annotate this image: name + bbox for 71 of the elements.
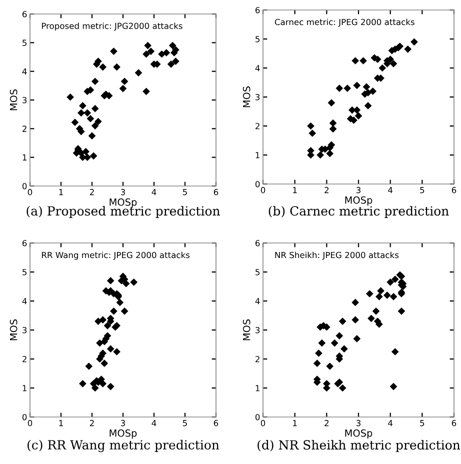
- x-axis-title: MOSp: [345, 429, 372, 439]
- y-tick-label: 2: [22, 356, 26, 362]
- x-tick-label: 5: [182, 189, 187, 196]
- y-tick-label: 5: [256, 269, 260, 276]
- x-tick-label: 2: [324, 420, 328, 426]
- y-tick-label: 5: [22, 269, 26, 276]
- text: NR Sheikh: JPEG 2000 attacks: [275, 252, 399, 260]
- x-tick-label: 1: [293, 420, 297, 426]
- x-tick-label: 2: [90, 420, 94, 426]
- y-tick-label: 2: [22, 126, 26, 132]
- y-tick-label: 4: [255, 65, 260, 72]
- x-axis-title: MOSp: [110, 198, 137, 208]
- y-axis-title: MOS: [242, 319, 250, 340]
- text: RR Wang metric: JPEG 2000 attacks: [42, 252, 190, 260]
- y-tick-label: 5: [22, 40, 26, 46]
- y-axis-title: MOS: [242, 86, 250, 108]
- x-tick-label: 3: [356, 420, 360, 426]
- x-tick-label: 5: [420, 187, 424, 194]
- x-tick-label: 0: [260, 420, 266, 426]
- text: (a) Proposed metric prediction: [26, 206, 220, 218]
- x-tick-label: 4: [388, 187, 393, 194]
- x-tick-label: 4: [152, 420, 156, 426]
- text: (b) Carnec metric prediction: [268, 206, 449, 218]
- x-tick-label: 1: [59, 189, 63, 196]
- y-tick-label: 3: [256, 326, 260, 334]
- y-tick-label: 1: [22, 154, 26, 160]
- x-tick-label: 3: [120, 188, 125, 196]
- x-tick-label: 6: [452, 186, 456, 194]
- x-tick-label: 6: [452, 420, 456, 426]
- x-axis-title: MOSp: [110, 429, 137, 439]
- y-tick-label: 2: [256, 356, 260, 362]
- x-tick-label: 0: [260, 186, 266, 194]
- x-tick-label: 1: [293, 187, 297, 194]
- y-tick-label: 5: [256, 36, 260, 42]
- y-tick-label: 6: [22, 10, 27, 18]
- x-tick-label: 6: [214, 188, 218, 196]
- x-tick-label: 1: [59, 420, 63, 426]
- y-tick-label: 3: [256, 94, 260, 100]
- y-tick-label: 1: [256, 385, 260, 392]
- y-tick-label: 6: [22, 240, 27, 246]
- x-tick-label: 6: [214, 420, 218, 426]
- text: Proposed metric: JPG2000 attacks: [42, 22, 182, 31]
- y-tick-label: 4: [255, 298, 260, 304]
- text: Carnec metric: JPEG 2000 attacks: [274, 18, 414, 27]
- y-tick-label: 1: [256, 152, 260, 158]
- x-tick-label: 5: [420, 420, 424, 426]
- y-tick-label: 4: [22, 298, 27, 304]
- y-tick-label: 4: [22, 68, 27, 74]
- x-tick-label: 0: [28, 188, 32, 196]
- y-tick-label: 6: [256, 6, 260, 14]
- y-tick-label: 0: [255, 414, 260, 420]
- text: (c) RR Wang metric prediction: [28, 440, 220, 452]
- y-tick-label: 1: [22, 385, 26, 392]
- y-tick-label: 3: [22, 326, 27, 334]
- y-tick-label: 0: [22, 414, 27, 420]
- x-tick-label: 4: [152, 189, 156, 196]
- y-tick-label: 2: [256, 122, 260, 130]
- y-axis-title: MOS: [10, 89, 18, 110]
- x-tick-label: 3: [120, 420, 125, 426]
- y-axis-title: MOS: [10, 319, 18, 340]
- text: (d) NR Sheikh metric prediction: [258, 440, 460, 452]
- x-tick-label: 3: [356, 186, 360, 194]
- x-axis-title: MOSp: [345, 196, 372, 206]
- x-tick-label: 5: [182, 420, 187, 426]
- y-tick-label: 6: [256, 240, 260, 246]
- x-tick-label: 4: [388, 420, 393, 426]
- x-tick-label: 2: [90, 188, 94, 196]
- x-tick-label: 2: [324, 186, 328, 194]
- y-tick-label: 3: [22, 96, 27, 104]
- y-tick-label: 0: [255, 180, 260, 188]
- x-tick-label: 0: [28, 420, 32, 426]
